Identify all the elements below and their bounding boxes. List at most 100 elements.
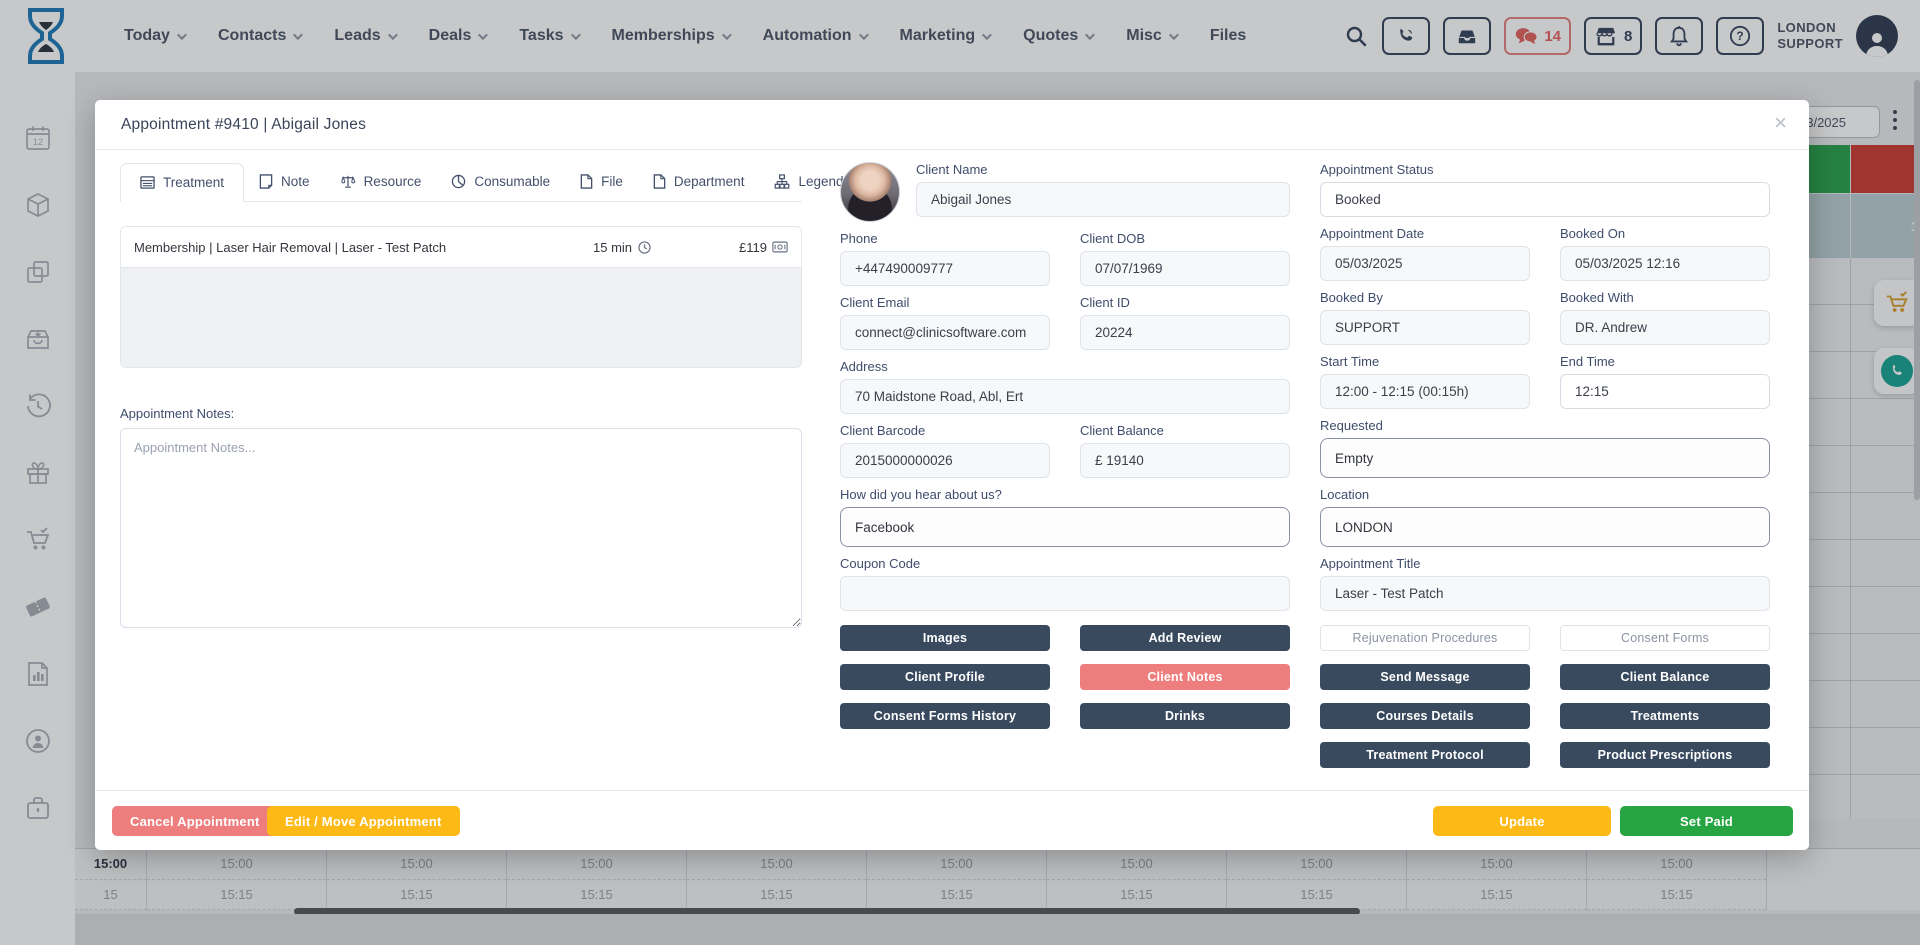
nav-contacts[interactable]: Contacts bbox=[217, 27, 304, 45]
address-field: Address 70 Maidstone Road, Abl, Ert bbox=[840, 359, 1290, 414]
product-prescriptions-button[interactable]: Product Prescriptions bbox=[1560, 742, 1770, 768]
end-time-input[interactable]: 12:15 bbox=[1560, 374, 1770, 409]
client-balance-button[interactable]: Client Balance bbox=[1560, 664, 1770, 690]
phone-input[interactable]: +447490009777 bbox=[840, 251, 1050, 286]
nav-misc[interactable]: Misc bbox=[1126, 27, 1179, 45]
gift-icon[interactable] bbox=[24, 459, 52, 487]
close-icon[interactable]: × bbox=[1774, 110, 1787, 135]
hear-about-us-select[interactable]: Facebook bbox=[840, 507, 1290, 547]
client-id-input[interactable]: 20224 bbox=[1080, 315, 1290, 350]
tab-note[interactable]: Note bbox=[244, 162, 325, 201]
nav-deals[interactable]: Deals bbox=[429, 27, 489, 45]
rejuvenation-procedures-button[interactable]: Rejuvenation Procedures bbox=[1320, 625, 1530, 651]
nav-files-label: Files bbox=[1209, 27, 1247, 44]
client-name-input[interactable]: Abigail Jones bbox=[916, 182, 1290, 217]
notifications-button[interactable] bbox=[1655, 17, 1704, 55]
modal-footer: Cancel Appointment Edit / Move Appointme… bbox=[95, 790, 1809, 850]
nav-leads[interactable]: Leads bbox=[334, 27, 398, 45]
drinks-button[interactable]: Drinks bbox=[1080, 703, 1290, 729]
consent-forms-button[interactable]: Consent Forms bbox=[1560, 625, 1770, 651]
set-paid-button[interactable]: Set Paid bbox=[1620, 806, 1793, 836]
add-review-button[interactable]: Add Review bbox=[1080, 625, 1290, 651]
client-email-input[interactable]: connect@clinicsoftware.com bbox=[840, 315, 1050, 350]
copy-icon[interactable] bbox=[24, 258, 52, 286]
chat-messages-button[interactable]: 14 bbox=[1504, 17, 1571, 55]
treatments-button[interactable]: Treatments bbox=[1560, 703, 1770, 729]
images-button[interactable]: Images bbox=[840, 625, 1050, 651]
treatment-row[interactable]: Membership | Laser Hair Removal | Laser … bbox=[121, 227, 801, 267]
phone-calls-button[interactable] bbox=[1382, 17, 1431, 55]
tab-treatment[interactable]: Treatment bbox=[120, 163, 245, 202]
nav-marketing[interactable]: Marketing bbox=[900, 27, 992, 45]
tab-legend-label: Legend bbox=[798, 174, 844, 189]
appointment-notes-input[interactable] bbox=[120, 428, 802, 628]
nav-contacts-label: Contacts bbox=[217, 27, 287, 44]
nav-automation[interactable]: Automation bbox=[762, 27, 869, 45]
tab-department[interactable]: Department bbox=[638, 162, 760, 201]
calendar-icon[interactable]: 12 bbox=[24, 124, 52, 152]
package-icon[interactable] bbox=[24, 191, 52, 219]
nav-quotes-label: Quotes bbox=[1023, 27, 1079, 44]
nav-automation-label: Automation bbox=[762, 27, 852, 44]
tab-consumable[interactable]: Consumable bbox=[436, 162, 565, 201]
inbox-archive-icon[interactable] bbox=[24, 325, 52, 353]
start-time-field: Start Time 12:00 - 12:15 (00:15h) bbox=[1320, 354, 1530, 409]
search-icon[interactable] bbox=[1343, 23, 1369, 49]
treatment-pane: Treatment Note Resource Consumable File bbox=[120, 162, 844, 633]
ticket-icon[interactable] bbox=[24, 593, 52, 621]
hear-about-us-field: How did you hear about us? Facebook bbox=[840, 487, 1290, 547]
client-barcode-input[interactable]: 2015000000026 bbox=[840, 443, 1050, 478]
nav-files[interactable]: Files bbox=[1210, 27, 1246, 45]
user-avatar[interactable] bbox=[1856, 15, 1898, 57]
svg-text:12: 12 bbox=[32, 137, 42, 147]
appointment-status-input[interactable]: Booked bbox=[1320, 182, 1770, 217]
client-notes-button[interactable]: Client Notes bbox=[1080, 664, 1290, 690]
booked-with-input[interactable]: DR. Andrew bbox=[1560, 310, 1770, 345]
address-input[interactable]: 70 Maidstone Road, Abl, Ert bbox=[840, 379, 1290, 414]
report-icon[interactable] bbox=[24, 660, 52, 688]
client-dob-input[interactable]: 07/07/1969 bbox=[1080, 251, 1290, 286]
requested-select[interactable]: Empty bbox=[1320, 438, 1770, 478]
store-count-badge: 8 bbox=[1624, 27, 1633, 45]
client-balance-input[interactable]: £ 19140 bbox=[1080, 443, 1290, 478]
tab-resource[interactable]: Resource bbox=[325, 162, 437, 201]
booked-by-input[interactable]: SUPPORT bbox=[1320, 310, 1530, 345]
calendar-event-blue bbox=[1808, 194, 1850, 258]
chat-count-badge: 14 bbox=[1544, 27, 1561, 45]
location-select[interactable]: LONDON bbox=[1320, 507, 1770, 547]
treatment-protocol-button[interactable]: Treatment Protocol bbox=[1320, 742, 1530, 768]
courses-details-button[interactable]: Courses Details bbox=[1320, 703, 1530, 729]
start-time-input[interactable]: 12:00 - 12:15 (00:15h) bbox=[1320, 374, 1530, 409]
edit-move-appointment-button[interactable]: Edit / Move Appointment bbox=[267, 806, 460, 836]
calendar-column: 15:00 15:15 bbox=[507, 849, 687, 910]
chat-icon bbox=[1516, 28, 1538, 45]
appointment-notes-label: Appointment Notes: bbox=[120, 406, 235, 421]
help-button[interactable]: ? bbox=[1716, 17, 1765, 55]
consent-forms-history-button[interactable]: Consent Forms History bbox=[840, 703, 1050, 729]
history-icon[interactable] bbox=[24, 392, 52, 420]
support-icon[interactable] bbox=[24, 727, 52, 755]
client-avatar[interactable] bbox=[840, 162, 900, 222]
nav-today[interactable]: Today bbox=[124, 27, 187, 45]
store-button[interactable]: 8 bbox=[1584, 17, 1643, 55]
tab-legend[interactable]: Legend bbox=[759, 162, 858, 201]
client-email-field: Client Email connect@clinicsoftware.com bbox=[840, 295, 1050, 350]
cancel-appointment-button[interactable]: Cancel Appointment bbox=[112, 806, 278, 836]
update-button[interactable]: Update bbox=[1433, 806, 1611, 836]
phone-field: Phone +447490009777 bbox=[840, 231, 1050, 286]
appointment-date-input[interactable]: 05/03/2025 bbox=[1320, 246, 1530, 281]
cart-icon[interactable] bbox=[24, 526, 52, 554]
nav-quotes[interactable]: Quotes bbox=[1023, 27, 1096, 45]
left-sidebar: 12 bbox=[0, 72, 75, 945]
case-icon[interactable] bbox=[24, 794, 52, 822]
nav-tasks[interactable]: Tasks bbox=[519, 27, 581, 45]
inbox-button[interactable] bbox=[1443, 17, 1492, 55]
coupon-code-input[interactable] bbox=[840, 576, 1290, 611]
client-profile-button[interactable]: Client Profile bbox=[840, 664, 1050, 690]
logged-in-user-label: LONDON SUPPORT bbox=[1777, 19, 1843, 51]
tab-file[interactable]: File bbox=[565, 162, 638, 201]
appointment-title-input[interactable]: Laser - Test Patch bbox=[1320, 576, 1770, 611]
nav-memberships[interactable]: Memberships bbox=[612, 27, 732, 45]
send-message-button[interactable]: Send Message bbox=[1320, 664, 1530, 690]
booked-on-input[interactable]: 05/03/2025 12:16 bbox=[1560, 246, 1770, 281]
